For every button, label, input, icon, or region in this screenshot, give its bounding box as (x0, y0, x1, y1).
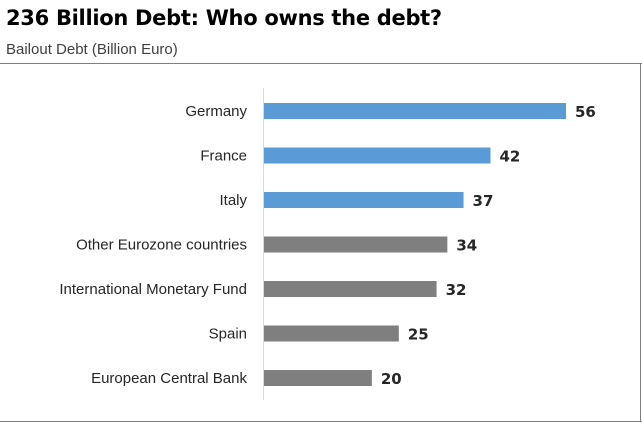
bar (264, 281, 437, 297)
category-label: Other Eurozone countries (76, 237, 247, 254)
frame-bottom-border (0, 421, 642, 422)
data-label: 32 (446, 281, 467, 299)
header-divider (0, 63, 642, 64)
category-label: European Central Bank (91, 370, 247, 387)
chart-title: 236 Billion Debt: Who owns the debt? (6, 6, 442, 30)
data-label: 20 (381, 370, 402, 388)
bars-group: Germany 56 France 42 Italy 37 Other Eurozone c… (59, 103, 596, 388)
frame-right-border (640, 63, 641, 422)
category-label: Germany (185, 103, 247, 120)
chart-subtitle: Bailout Debt (Billion Euro) (6, 41, 178, 58)
category-label: Italy (219, 192, 247, 209)
data-label: 25 (408, 326, 429, 344)
category-label: France (200, 148, 247, 165)
bar (264, 325, 399, 342)
data-label: 37 (473, 192, 494, 210)
data-label: 56 (575, 103, 596, 121)
bar (264, 147, 491, 164)
data-label: 34 (456, 237, 477, 255)
bar (264, 103, 566, 119)
bar (264, 192, 464, 208)
data-label: 42 (500, 148, 521, 166)
category-label: Spain (209, 326, 247, 343)
bar (264, 236, 448, 253)
bar (264, 370, 372, 386)
category-label: International Monetary Fund (59, 281, 247, 298)
